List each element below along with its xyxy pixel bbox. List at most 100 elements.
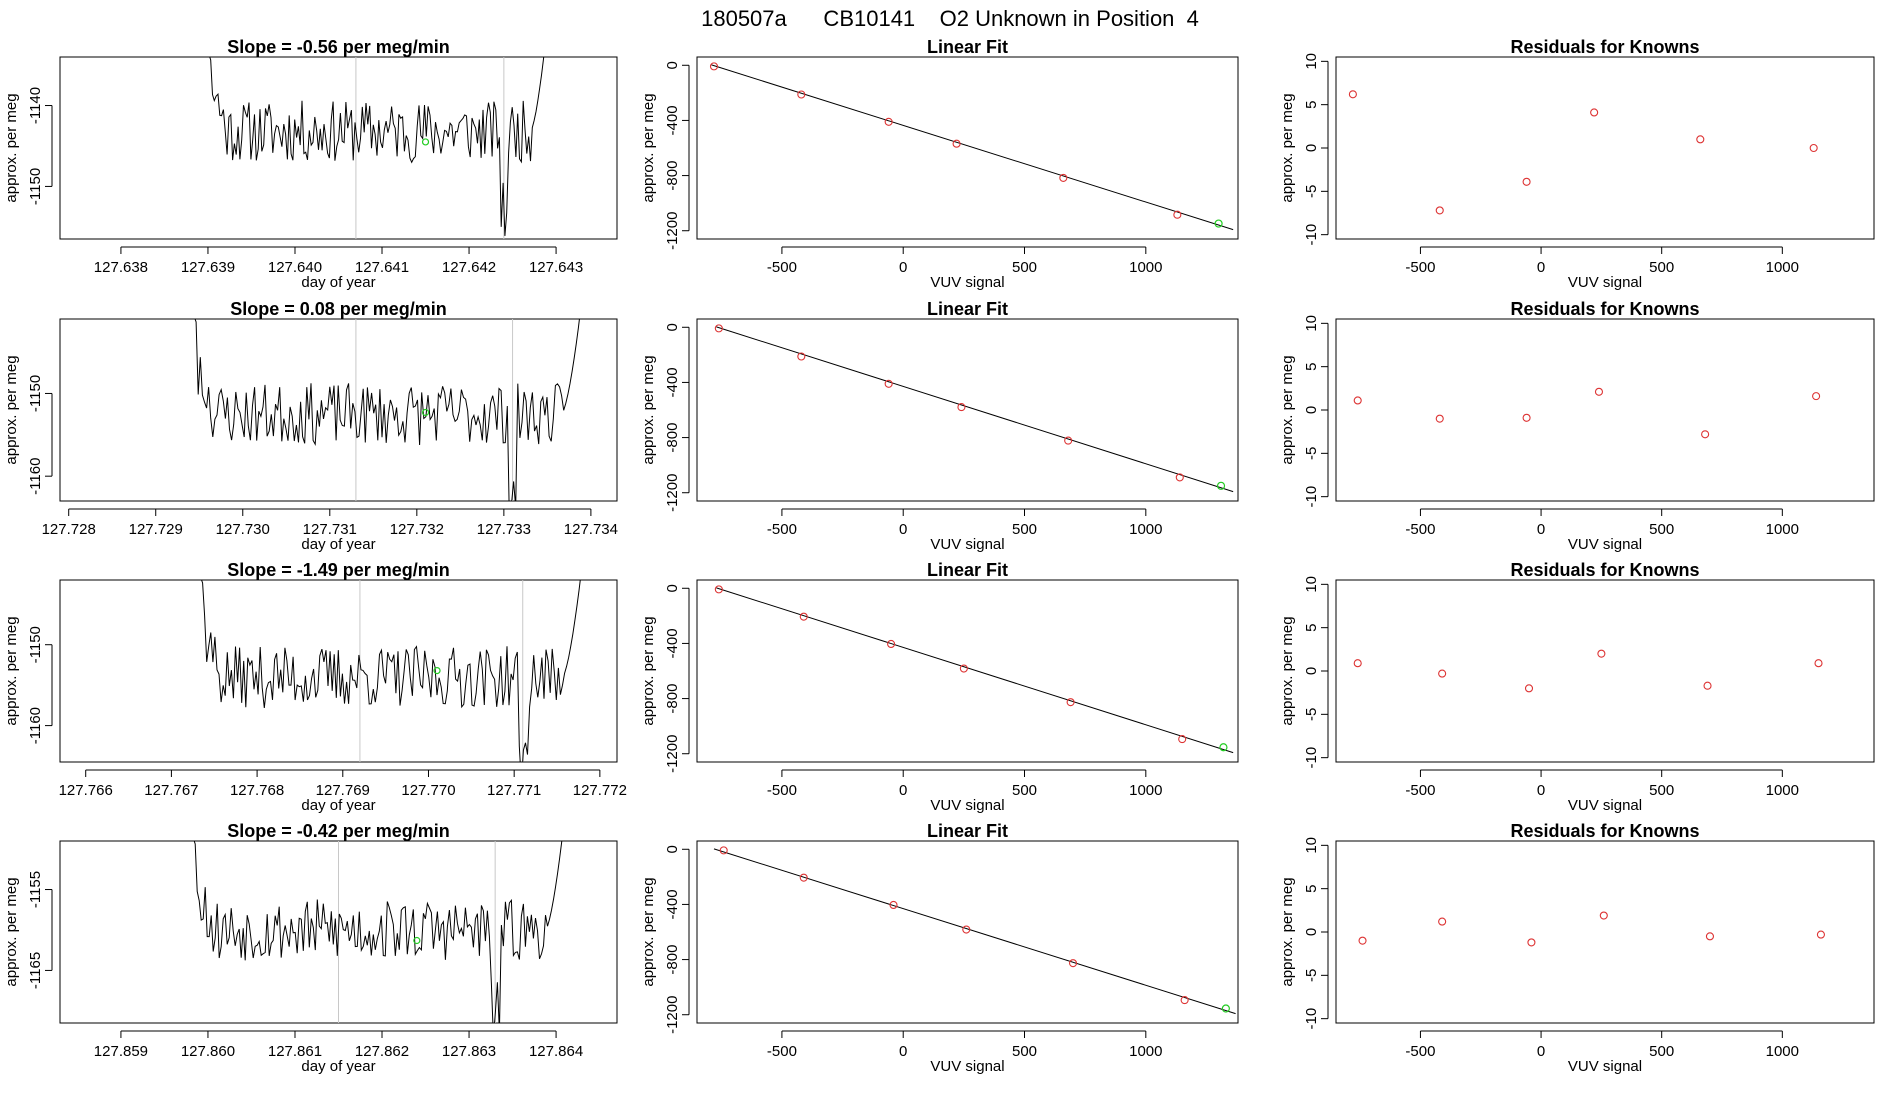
plot-frame — [696, 579, 1239, 763]
y-tick-label: 10 — [1303, 315, 1320, 332]
x-tick-label: 0 — [899, 1043, 907, 1060]
x-tick-label: 500 — [1012, 521, 1037, 538]
timeseries-panel: Slope = -0.42 per meg/min 127.859 127.860 1… — [3, 821, 618, 1075]
known-point — [1068, 959, 1078, 968]
plot-title: Slope = 0.08 per meg/min — [230, 299, 447, 319]
unknown-marker — [421, 138, 430, 146]
x-tick-label: -500 — [1405, 1043, 1435, 1060]
fit-line — [716, 587, 1234, 754]
x-tick-label: 127.643 — [529, 259, 583, 276]
plot-title: Slope = -1.49 per meg/min — [227, 560, 450, 580]
unknown-marker — [421, 408, 430, 417]
residual-point — [1435, 206, 1444, 215]
y-axis-label: approx. per meg — [640, 877, 657, 986]
y-tick-label: 0 — [1303, 928, 1320, 936]
linear-fit-panel: Linear Fit -500 0 500 1000 VUV signal 0 -400 -80… — [640, 821, 1239, 1075]
residual-point — [1599, 911, 1608, 920]
y-tick-label: -1160 — [27, 458, 44, 495]
y-tick-label: -5 — [1303, 708, 1320, 721]
y-tick-label: -1200 — [664, 735, 681, 773]
y-axis-label: approx. per meg — [3, 877, 20, 986]
y-tick-label: -400 — [664, 628, 681, 658]
y-axis-label: approx. per meg — [1279, 355, 1296, 464]
residual-point — [1590, 108, 1599, 117]
known-point — [709, 62, 719, 71]
x-tick-label: 127.768 — [230, 782, 284, 799]
plot-title: Linear Fit — [927, 299, 1008, 319]
x-axis-label: VUV signal — [1568, 1058, 1642, 1075]
y-tick-label: -10 — [1303, 486, 1320, 508]
residual-point — [1705, 932, 1714, 941]
linear-fit-panel: Linear Fit -500 0 500 1000 VUV signal 0 -400 -80… — [640, 37, 1239, 291]
known-point — [719, 846, 728, 855]
y-tick-label: 0 — [664, 61, 681, 69]
y-tick-label: -800 — [664, 684, 681, 714]
x-tick-label: 500 — [1649, 259, 1674, 276]
y-tick-label: -1200 — [664, 212, 681, 250]
x-tick-label: 0 — [1537, 1043, 1545, 1060]
page-title: 180507a CB10141 O2 Unknown in Position 4 — [701, 6, 1199, 31]
y-tick-label: -1200 — [664, 474, 681, 512]
x-tick-label: 1000 — [1129, 259, 1162, 276]
timeseries-trace — [201, 580, 581, 762]
known-point — [889, 900, 898, 910]
x-tick-label: 127.864 — [529, 1043, 583, 1060]
residual-point — [1696, 135, 1705, 144]
x-tick-label: 127.862 — [355, 1043, 409, 1060]
x-tick-label: 0 — [899, 259, 907, 276]
plot-title: Slope = -0.42 per meg/min — [227, 821, 450, 841]
known-point — [952, 139, 961, 148]
plot-row-1: Slope = -0.56 per meg/min 127.638 127.639 1… — [3, 37, 1875, 291]
plot-title: Residuals for Knowns — [1510, 821, 1699, 841]
timeseries-trace — [209, 57, 545, 236]
y-axis-label: approx. per meg — [1279, 877, 1296, 986]
y-axis-label: approx. per meg — [1279, 93, 1296, 202]
x-tick-label: 0 — [1537, 782, 1545, 799]
x-tick-label: 127.859 — [94, 1043, 148, 1060]
x-tick-label: 127.767 — [144, 782, 198, 799]
x-tick-label: 1000 — [1129, 782, 1162, 799]
residual-point — [1438, 669, 1447, 678]
x-tick-label: 127.861 — [268, 1043, 322, 1060]
y-tick-label: -1150 — [27, 168, 44, 205]
residuals-panel: Residuals for Knowns -500 0 500 1000 VUV sign… — [1279, 299, 1875, 553]
timeseries-trace — [194, 319, 580, 501]
x-axis-label: day of year — [301, 1058, 375, 1075]
y-axis-label: approx. per meg — [3, 93, 20, 202]
plot-title: Slope = -0.56 per meg/min — [227, 37, 450, 57]
x-axis-label: VUV signal — [930, 274, 1004, 291]
y-tick-label: -10 — [1303, 747, 1320, 769]
y-tick-label: -1140 — [27, 87, 44, 124]
x-axis-label: day of year — [301, 797, 375, 814]
known-point — [1180, 996, 1189, 1005]
plot-frame — [59, 579, 618, 763]
timeseries-trace — [193, 841, 563, 1023]
y-axis-label: approx. per meg — [1279, 616, 1296, 725]
x-tick-label: 1000 — [1766, 1043, 1799, 1060]
known-point — [714, 585, 723, 594]
known-point — [884, 379, 893, 388]
x-tick-label: -500 — [1405, 782, 1435, 799]
x-tick-label: 1000 — [1766, 782, 1799, 799]
x-tick-label: -500 — [767, 1043, 797, 1060]
y-tick-label: -800 — [664, 161, 681, 191]
known-point — [797, 352, 806, 361]
y-tick-label: -400 — [664, 367, 681, 397]
x-axis-label: VUV signal — [930, 797, 1004, 814]
residual-point — [1812, 392, 1821, 401]
x-tick-label: 127.766 — [59, 782, 113, 799]
y-tick-label: -10 — [1303, 224, 1320, 246]
y-tick-label: 10 — [1303, 576, 1320, 593]
residual-point — [1594, 387, 1604, 396]
plot-title: Residuals for Knowns — [1510, 299, 1699, 319]
x-tick-label: 127.733 — [477, 521, 531, 538]
known-point — [797, 90, 806, 99]
known-point — [714, 324, 723, 333]
plot-grid: Slope = -0.56 per meg/min 127.638 127.639 1… — [3, 37, 1875, 1075]
x-tick-label: 1000 — [1766, 259, 1799, 276]
x-axis-label: day of year — [301, 274, 375, 291]
x-tick-label: 500 — [1649, 782, 1674, 799]
fit-line — [711, 64, 1234, 231]
fit-line — [713, 848, 1236, 1015]
x-tick-label: 0 — [1537, 521, 1545, 538]
